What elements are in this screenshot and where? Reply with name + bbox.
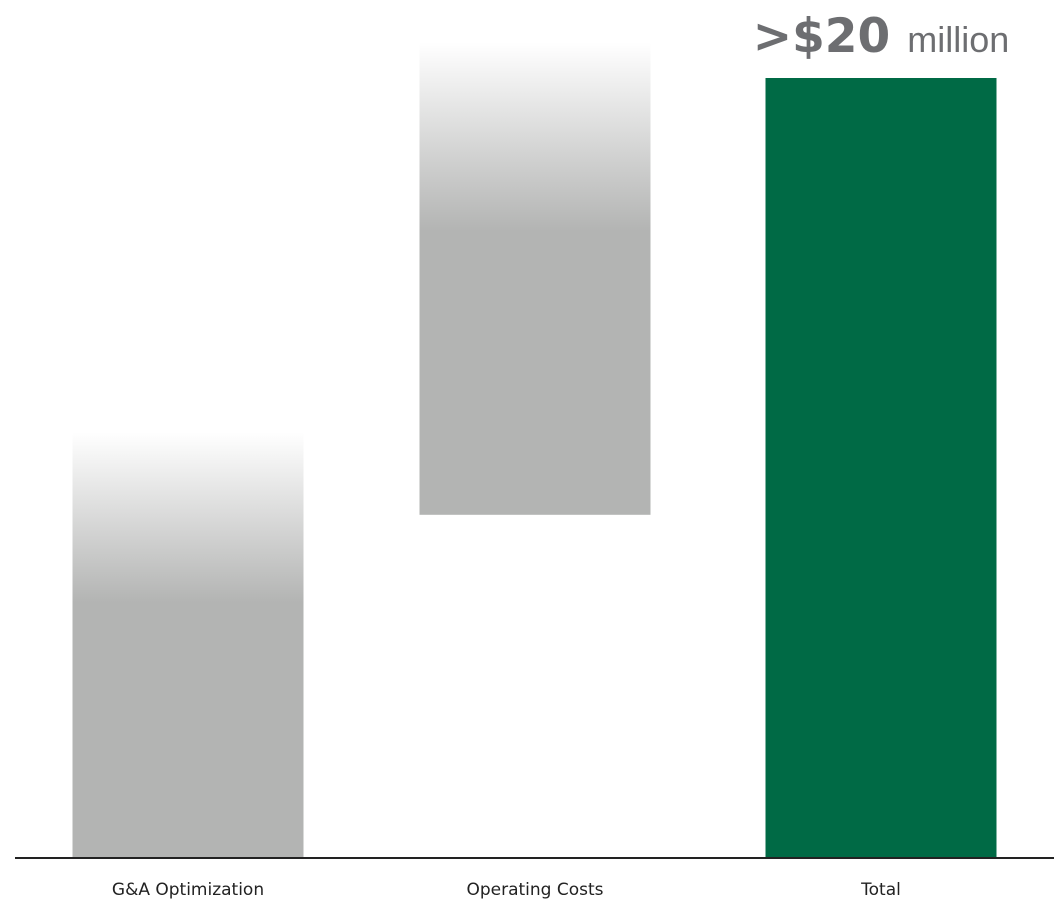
total-value-label: >$20 million <box>753 9 1010 64</box>
bar-total <box>765 78 997 858</box>
bar-operating-costs <box>419 42 651 515</box>
category-label: G&A Optimization <box>112 880 264 900</box>
category-label: Total <box>860 880 901 900</box>
total-unit-text: million <box>907 19 1009 60</box>
bars-layer <box>72 42 997 858</box>
category-labels: G&A Optimization Operating Costs Total <box>112 880 901 900</box>
total-value-text: >$20 <box>753 9 891 64</box>
bar-g-a-optimization <box>72 432 304 858</box>
category-label: Operating Costs <box>466 880 603 900</box>
